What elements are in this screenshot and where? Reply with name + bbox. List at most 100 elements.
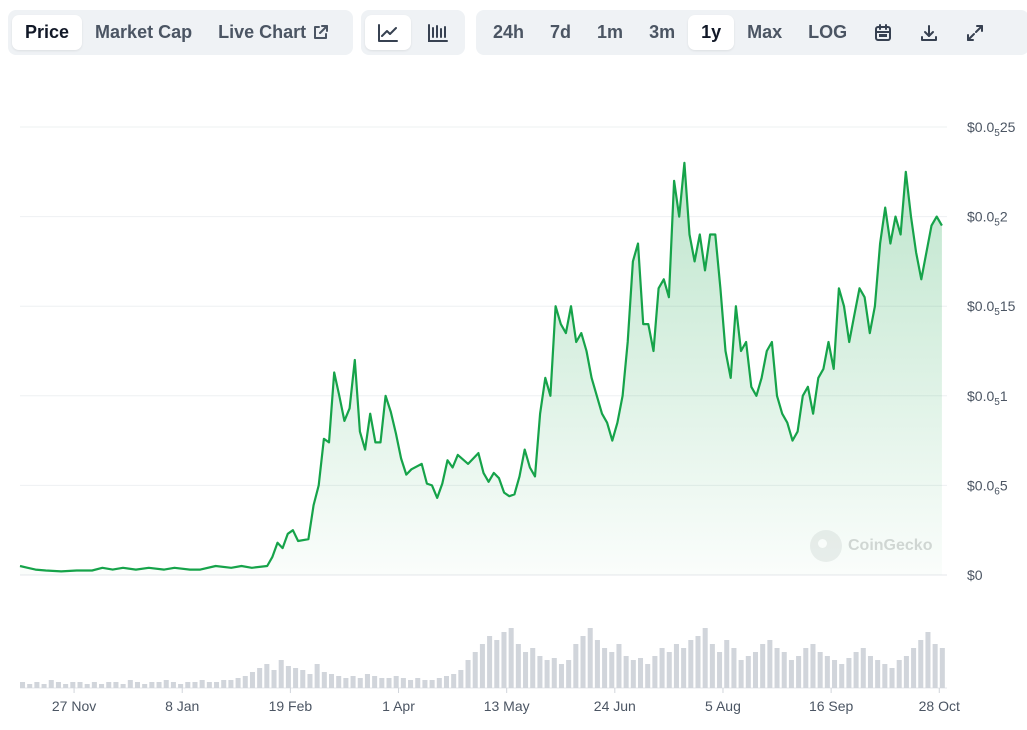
volume-bar — [142, 684, 148, 688]
volume-bar — [738, 660, 744, 688]
volume-bar — [307, 674, 313, 688]
watermark-text: CoinGecko — [848, 537, 933, 554]
x-tick-label: 1 Apr — [382, 698, 415, 714]
volume-bar — [285, 666, 291, 688]
volume-bar — [501, 632, 507, 688]
chart-type-group — [361, 10, 465, 55]
volume-bar — [896, 660, 902, 688]
volume-bar — [709, 644, 715, 688]
volume-bar — [329, 674, 335, 688]
line-chart-button[interactable] — [365, 15, 411, 50]
volume-bar — [652, 656, 658, 688]
volume-bar — [846, 658, 852, 688]
volume-bar — [350, 676, 356, 688]
volume-bar — [379, 678, 385, 688]
volume-bar — [731, 648, 737, 688]
expand-button[interactable] — [952, 15, 998, 50]
volume-bar — [932, 644, 938, 688]
volume-bar — [523, 652, 529, 688]
volume-bar — [443, 676, 450, 688]
tab-live-chart-label: Live Chart — [218, 22, 307, 42]
external-link-icon — [312, 24, 329, 41]
y-axis-ticks: $0 $0.065 $0.051 $0.0515 $0.052 $0.0525 — [967, 119, 1016, 583]
tab-live-chart[interactable]: Live Chart — [205, 15, 342, 50]
volume-bar — [537, 656, 543, 688]
volume-bar — [724, 640, 730, 688]
volume-bar — [27, 684, 33, 688]
volume-bar — [832, 660, 838, 688]
volume-bar — [745, 656, 751, 688]
range-1m[interactable]: 1m — [597, 22, 624, 42]
volume-bar — [343, 678, 349, 688]
x-tick-label: 13 May — [484, 698, 530, 714]
volume-bar — [659, 648, 665, 688]
range-max[interactable]: Max — [747, 22, 783, 42]
volume-bar — [278, 660, 284, 688]
volume-bar — [609, 652, 615, 688]
volume-bar — [221, 680, 227, 688]
volume-bar — [472, 652, 478, 688]
x-tick-label: 19 Feb — [269, 698, 313, 714]
volume-bar — [623, 656, 629, 688]
download-icon — [920, 24, 938, 42]
volume-bar — [34, 682, 40, 688]
y-tick-label: $0.0515 — [967, 298, 1016, 318]
volume-bar — [242, 676, 248, 688]
volume-bar — [638, 658, 644, 688]
volume-bar — [293, 668, 299, 688]
x-axis-ticks: 27 Nov 8 Jan 19 Feb 1 Apr 13 May 24 Jun 5 Aug 1… — [52, 688, 960, 714]
volume-bar — [314, 664, 320, 688]
volume-bar — [824, 656, 830, 688]
tab-price[interactable]: Price — [12, 15, 83, 50]
volume-bar — [587, 628, 593, 688]
candlestick-chart-icon — [428, 23, 448, 42]
range-7d[interactable]: 7d — [550, 22, 572, 42]
volume-bar — [717, 652, 723, 688]
volume-bar — [70, 682, 76, 688]
volume-bar — [494, 640, 500, 688]
volume-bar — [566, 660, 572, 688]
volume-bar — [364, 674, 370, 688]
volume-bar — [781, 652, 787, 688]
volume-bar — [594, 640, 600, 688]
price-area — [20, 162, 942, 576]
volume-bar — [408, 680, 414, 688]
y-tick-label: $0.065 — [967, 477, 1008, 497]
volume-bar — [235, 678, 241, 688]
volume-bar — [796, 656, 802, 688]
volume-bar — [939, 648, 945, 688]
candlestick-chart-button[interactable] — [415, 15, 461, 50]
volume-bar — [48, 680, 54, 688]
volume-bar — [688, 640, 694, 688]
volume-bar — [271, 670, 277, 688]
volume-bars — [20, 628, 945, 688]
y-tick-label: $0.0525 — [967, 119, 1016, 139]
volume-bar — [508, 628, 514, 688]
range-24h[interactable]: 24h — [493, 22, 525, 42]
volume-bar — [458, 670, 464, 688]
volume-bar — [580, 636, 586, 688]
volume-bar — [817, 652, 823, 688]
volume-bar — [465, 660, 471, 688]
volume-bar — [551, 658, 557, 688]
volume-bar — [55, 682, 61, 688]
volume-bar — [41, 684, 47, 688]
volume-bar — [544, 660, 550, 688]
tab-market-cap[interactable]: Market Cap — [95, 22, 193, 42]
volume-bar — [300, 670, 306, 688]
volume-bar — [20, 682, 26, 688]
volume-bar — [925, 632, 931, 688]
volume-bar — [918, 640, 924, 688]
x-tick-label: 16 Sep — [809, 698, 854, 714]
expand-icon — [966, 24, 984, 42]
volume-bar — [752, 652, 759, 688]
x-tick-label: 8 Jan — [165, 698, 199, 714]
volume-bar — [487, 636, 493, 688]
log-toggle[interactable]: LOG — [808, 22, 848, 42]
y-tick-label: $0.051 — [967, 388, 1008, 408]
download-button[interactable] — [906, 15, 952, 50]
calendar-button[interactable] — [860, 15, 906, 50]
volume-bar — [530, 648, 536, 688]
range-3m[interactable]: 3m — [649, 22, 676, 42]
range-1y[interactable]: 1y — [688, 15, 735, 50]
